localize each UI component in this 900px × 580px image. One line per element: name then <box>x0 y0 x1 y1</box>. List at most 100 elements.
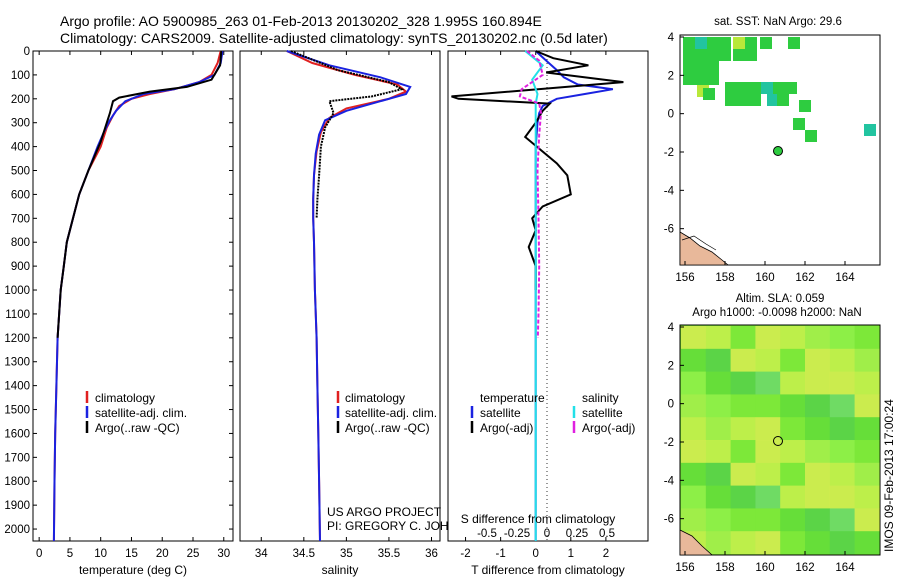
sla-cell <box>705 371 731 395</box>
sla-cell <box>681 417 706 441</box>
sla-cell <box>705 440 731 463</box>
sla-cell <box>829 531 855 555</box>
legend-climatology: climatology <box>95 391 155 405</box>
sla-cell <box>755 485 781 509</box>
map-x-tick-label: 164 <box>835 272 855 284</box>
sla-cell <box>780 485 806 509</box>
sla-cell <box>705 531 731 555</box>
sla-cell <box>755 348 781 372</box>
coastline-shape <box>681 235 717 251</box>
sla-cell <box>854 326 880 349</box>
map-x-tick-label: 162 <box>795 272 814 284</box>
map-y-tick-label: -6 <box>664 224 674 236</box>
difference-legend: temperature salinity satellite Argo(-adj… <box>470 391 635 435</box>
depth-tick-label: 1200 <box>4 333 30 345</box>
map-y-tick-label: 2 <box>668 70 674 82</box>
temperature-axes-frame <box>32 50 234 542</box>
sal-legend-satellite: satellite-adj. clim. <box>345 406 437 420</box>
sla-cell <box>854 371 880 395</box>
difference-panel: -2 -1 0 1 2 S difference from climatology -0… <box>447 50 649 577</box>
header-line-1: Argo profile: AO 5900985_263 01-Feb-2013… <box>60 13 542 29</box>
t-difference-label: T difference from climatology <box>471 563 625 577</box>
series-line-argo-raw-qc- <box>290 50 405 219</box>
depth-tick-label: 1700 <box>4 452 30 464</box>
sla-cell <box>705 485 731 509</box>
x-tick-label: 5 <box>67 548 73 560</box>
sst-cell <box>733 49 745 61</box>
sla-cell <box>829 462 855 486</box>
argo-location-marker <box>773 146 783 156</box>
map-x-tick-label: 158 <box>715 562 734 574</box>
sla-cell <box>829 326 855 349</box>
sst-cell <box>749 82 761 94</box>
sst-cell <box>695 73 707 85</box>
legend-temperature-head: temperature <box>480 391 545 405</box>
sal-legend-argo: Argo(..raw -QC) <box>345 421 430 435</box>
sst-cell <box>805 130 817 142</box>
s-diff-tick-label: -0.25 <box>504 528 530 540</box>
sla-cell <box>705 508 731 532</box>
map-x-tick-label: 160 <box>755 562 774 574</box>
x-tick-label: 20 <box>156 548 169 560</box>
temperature-panel: 0100200300400500600700800900100011001200… <box>4 46 648 577</box>
sst-cells <box>683 37 876 142</box>
sst-cell <box>785 82 797 94</box>
x-tick-label: 30 <box>217 548 230 560</box>
sal-legend-climatology: climatology <box>345 391 405 405</box>
map-y-tick-label: 4 <box>668 32 675 44</box>
sla-cell <box>854 440 880 463</box>
x-tick-label: 0 <box>533 548 539 560</box>
sst-cell <box>745 37 757 49</box>
sst-cell <box>777 94 789 106</box>
x-tick-label: 15 <box>125 548 138 560</box>
sst-cell <box>683 49 695 61</box>
depth-tick-label: 1400 <box>4 381 30 393</box>
sla-cell <box>705 394 731 418</box>
x-tick-label: 1 <box>568 548 574 560</box>
sla-cell <box>854 394 880 418</box>
depth-tick-label: 400 <box>11 142 30 154</box>
depth-tick-label: 600 <box>11 189 30 201</box>
sla-cell <box>730 348 756 372</box>
sst-cell <box>683 73 695 85</box>
sst-cell <box>749 94 761 106</box>
sst-cell <box>767 94 779 106</box>
map-y-tick-label: -2 <box>664 437 674 449</box>
sla-cell <box>780 417 806 441</box>
map-y-tick-label: 0 <box>668 399 674 411</box>
sla-cell <box>805 348 830 372</box>
sla-cell <box>854 417 880 441</box>
legend-s-argo: Argo(-adj) <box>582 421 635 435</box>
depth-tick-label: 1100 <box>5 309 30 321</box>
x-tick-label: 10 <box>94 548 107 560</box>
depth-tick-label: 1500 <box>4 405 30 417</box>
sla-cell <box>730 394 756 418</box>
depth-tick-label: 1900 <box>4 500 30 512</box>
sst-cell <box>707 49 719 61</box>
s-diff-tick-label: 0.5 <box>599 528 615 540</box>
x-tick-label: 2 <box>603 548 609 560</box>
sst-cell <box>703 88 715 100</box>
sla-cell <box>780 394 806 418</box>
depth-tick-label: 900 <box>11 261 30 273</box>
project-note: US ARGO PROJECT <box>327 505 442 519</box>
series-line-argo-raw-qc- <box>56 50 223 338</box>
depth-tick-label: 1300 <box>4 357 30 369</box>
sla-cell <box>681 485 706 509</box>
map-x-tick-label: 164 <box>835 562 855 574</box>
map-x-tick-label: 156 <box>675 272 694 284</box>
x-tick-label: -2 <box>460 548 470 560</box>
sla-map-title-2: Argo h1000: -0.0098 h2000: NaN <box>692 307 861 319</box>
temperature-x-label: temperature (deg C) <box>79 563 187 577</box>
sla-cell <box>730 440 756 463</box>
s-diff-tick-label: -0.5 <box>477 528 497 540</box>
sla-cell <box>730 531 756 555</box>
map-x-tick-label: 158 <box>715 272 734 284</box>
sla-coastline-land <box>679 529 714 556</box>
sst-cell <box>707 73 719 85</box>
map-y-tick-label: 0 <box>668 109 674 121</box>
sst-cell <box>733 37 745 49</box>
sst-cell <box>799 100 811 112</box>
map-y-tick-label: -4 <box>664 185 675 197</box>
sla-y-ticks: 4 2 0 -2 -4 -6 <box>664 322 684 526</box>
